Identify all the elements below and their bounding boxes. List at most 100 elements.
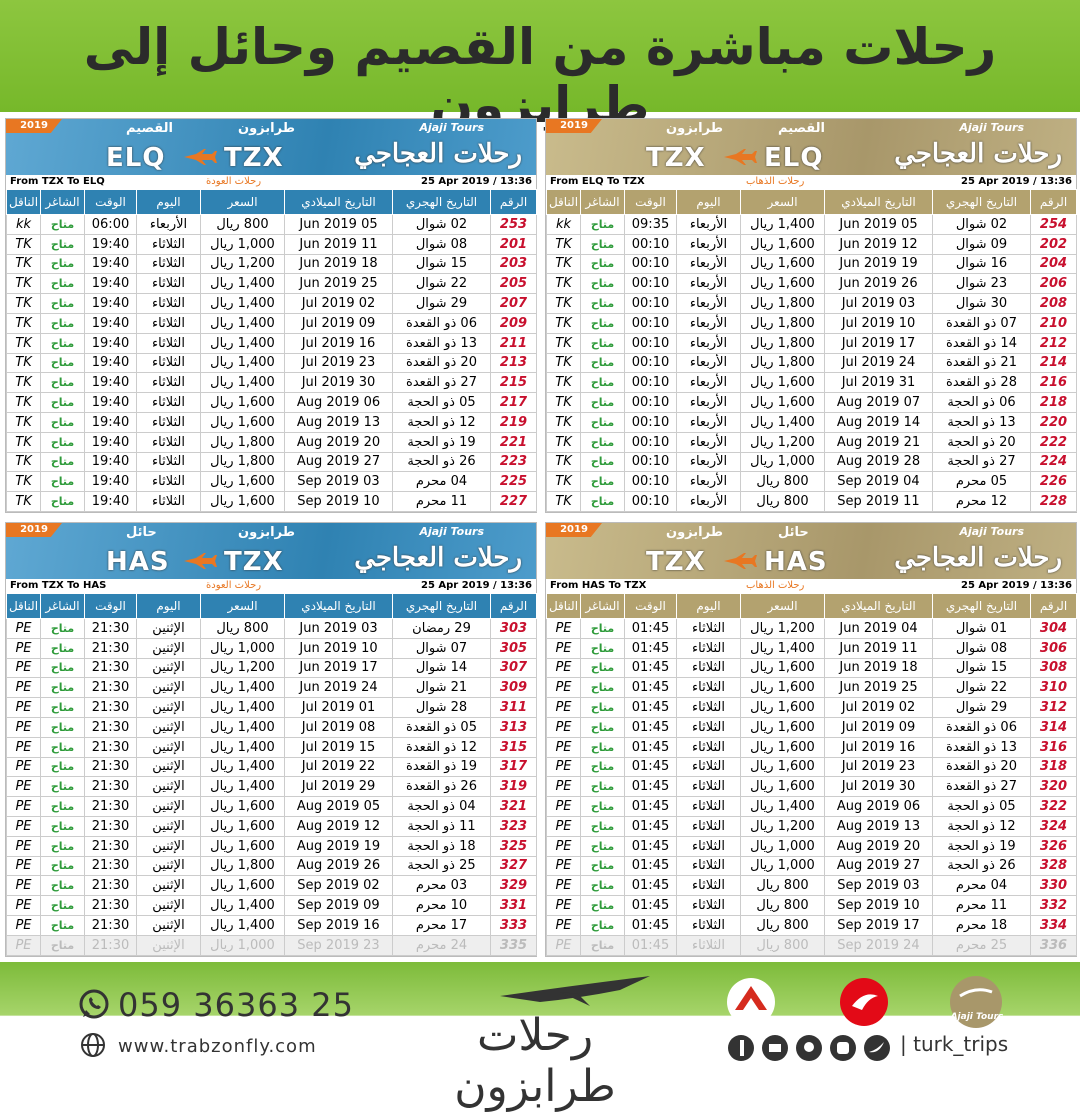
flight-row: 324 12 ذو الحجة 13 Aug 2019 1,200 ريال الثلا… [546, 815, 1077, 837]
column-header: اليوم [136, 189, 201, 215]
column-header: الناقل [6, 189, 41, 215]
cell: الإثنين [136, 776, 201, 798]
cell: 304 [1030, 618, 1077, 639]
cell: 223 [490, 451, 537, 473]
cell: 05 Jun 2019 [284, 214, 393, 235]
cell: 16 Jul 2019 [284, 332, 393, 354]
column-header: الرقم [490, 593, 537, 619]
cell: متاح [40, 253, 85, 275]
panel-header: 2019 Ajaji Tours رحلات العجاجي حائل طرابزون H… [6, 523, 536, 579]
cell: الأربعاء [676, 491, 741, 512]
cell: PE [546, 697, 581, 718]
cell: الأربعاء [676, 411, 741, 433]
cell: 25 Jun 2019 [284, 273, 393, 295]
cell: 06 ذو القعدة [392, 312, 491, 334]
flight-row: 214 21 ذو القعدة 24 Jul 2019 1,800 ريال الأر… [546, 352, 1077, 374]
cell: PE [6, 776, 41, 798]
brand: رحلات العجاجي [894, 139, 1062, 169]
cell: 03 Sep 2019 [824, 875, 933, 897]
cell: متاح [580, 332, 625, 354]
column-header: الوقت [84, 189, 137, 215]
cell: الإثنين [136, 875, 201, 897]
cell: 800 ريال [200, 618, 285, 639]
cell: متاح [580, 815, 625, 837]
cell: 310 [1030, 677, 1077, 699]
cell: 19:40 [84, 332, 137, 354]
cell: متاح [40, 855, 85, 877]
flight-row: 306 08 شوال 11 Jun 2019 1,400 ريال الثلاثاء 0… [546, 637, 1077, 659]
cell: 00:10 [624, 293, 677, 314]
cell: متاح [580, 618, 625, 639]
flight-row: 331 10 محرم 09 Sep 2019 1,400 ريال الإثنين 21… [6, 895, 537, 916]
cell: 1,800 ريال [740, 293, 825, 314]
flight-row: 304 01 شوال 04 Jun 2019 1,200 ريال الثلاثاء 0… [546, 618, 1077, 639]
cell: 19:40 [84, 253, 137, 275]
cell: 1,400 ريال [740, 637, 825, 659]
cell: 26 Jun 2019 [824, 273, 933, 295]
cell: 01:45 [624, 618, 677, 639]
cell: 1,400 ريال [740, 411, 825, 433]
cell: 01:45 [624, 637, 677, 659]
direction: رحلات الذهاب [746, 176, 805, 187]
cell: PE [546, 855, 581, 877]
cell: 00:10 [624, 451, 677, 473]
cell: الثلاثاء [136, 293, 201, 314]
column-header: الوقت [624, 593, 677, 619]
flight-row: 333 17 محرم 16 Sep 2019 1,400 ريال الإثنين 21… [6, 914, 537, 936]
cell: 319 [490, 776, 537, 798]
cell: 323 [490, 815, 537, 837]
cell: 13 ذو الحجة [932, 411, 1031, 433]
website: www.trabzonfly.com [118, 1036, 317, 1057]
flight-row: 213 20 ذو القعدة 23 Jul 2019 1,400 ريال الثل… [6, 352, 537, 374]
flight-row: 312 29 شوال 02 Jul 2019 1,600 ريال الثلاثاء 0… [546, 697, 1077, 718]
airport-code: ELQ [764, 143, 824, 173]
cell: 01:45 [624, 934, 677, 956]
header-row: الرقم التاريخ الهجري التاريخ الميلادي السعر… [546, 189, 1077, 215]
cell: الثلاثاء [676, 815, 741, 837]
cell: TK [6, 233, 41, 255]
column-header: الرقم [1030, 593, 1077, 619]
cell: 211 [490, 332, 537, 354]
cell: PE [546, 776, 581, 798]
flight-row: 209 06 ذو القعدة 09 Jul 2019 1,400 ريال الثل… [6, 312, 537, 334]
cell: 24 محرم [392, 934, 491, 956]
flight-row: 208 30 شوال 03 Jul 2019 1,800 ريال الأربعاء 0… [546, 293, 1077, 314]
schedule-table: الرقم التاريخ الهجري التاريخ الميلادي السعر… [546, 189, 1077, 512]
cell: TK [6, 491, 41, 512]
cell: 13 Aug 2019 [284, 411, 393, 433]
column-header: الشاغر [40, 189, 85, 215]
cell: 21:30 [84, 796, 137, 817]
cell: 1,600 ريال [740, 273, 825, 295]
cell: 21 ذو القعدة [932, 352, 1031, 374]
brand-en: Ajaji Tours [959, 121, 1024, 134]
flight-row: 226 05 محرم 04 Sep 2019 800 ريال الأربعاء 00:… [546, 471, 1077, 493]
cell: متاح [40, 293, 85, 314]
cell: متاح [40, 796, 85, 817]
cell: 1,400 ريال [200, 914, 285, 936]
cell: 325 [490, 835, 537, 857]
cell: الثلاثاء [136, 372, 201, 394]
cell: الثلاثاء [136, 491, 201, 512]
cell: TK [546, 312, 581, 334]
cell: TK [6, 273, 41, 295]
flight-row: 225 04 محرم 03 Sep 2019 1,600 ريال الثلاثاء 1… [6, 471, 537, 493]
globe-icon [81, 1033, 105, 1057]
cell: TK [6, 253, 41, 275]
cell: 09 Sep 2019 [284, 895, 393, 916]
cell: PE [6, 835, 41, 857]
cell: 04 محرم [932, 875, 1031, 897]
cell: متاح [580, 914, 625, 936]
cell: الأربعاء [676, 332, 741, 354]
cell: 08 Jul 2019 [284, 716, 393, 738]
cell: TK [6, 293, 41, 314]
cell: 1,000 ريال [200, 233, 285, 255]
cell: 03 Sep 2019 [284, 471, 393, 493]
cell: 210 [1030, 312, 1077, 334]
cell: الثلاثاء [136, 392, 201, 413]
cell: الإثنين [136, 796, 201, 817]
cell: متاح [40, 637, 85, 659]
cell: الإثنين [136, 677, 201, 699]
cell: 12 ذو الحجة [932, 815, 1031, 837]
info-row: From TZX To ELQ رحلات العودة 25 Apr 2019 /… [6, 175, 536, 189]
